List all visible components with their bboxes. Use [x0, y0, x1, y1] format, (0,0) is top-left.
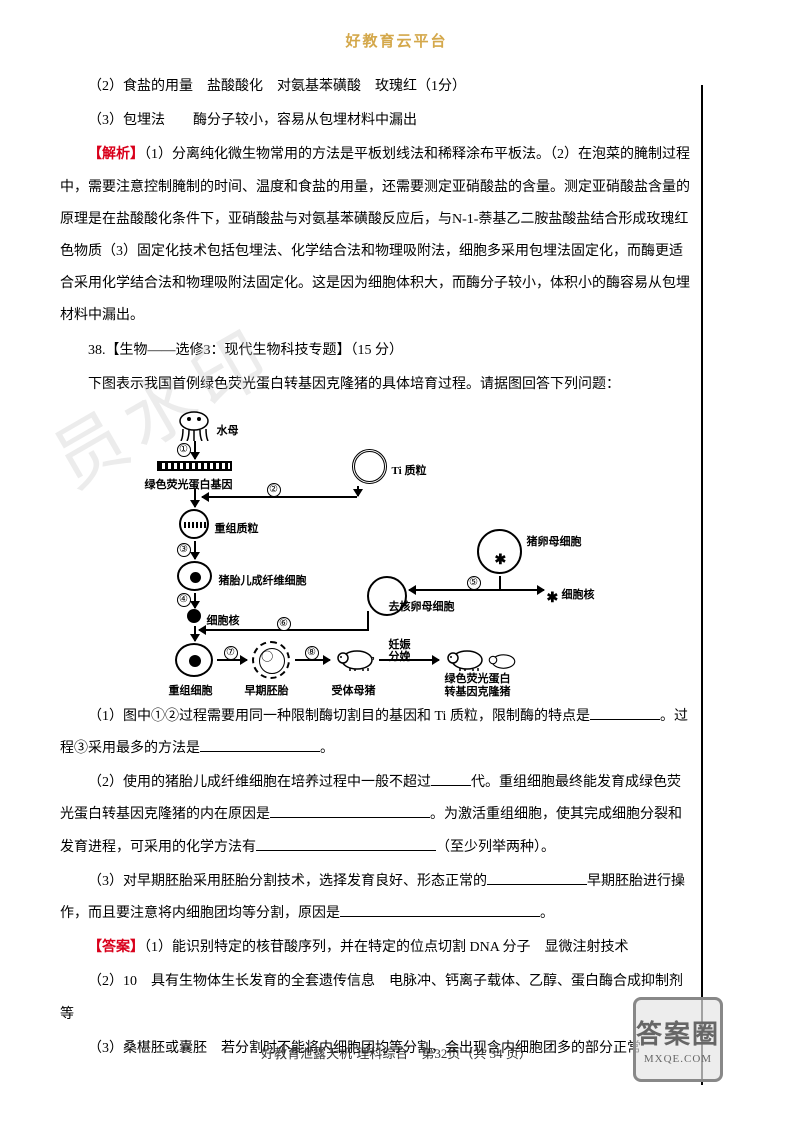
egg-mother-icon: ✱	[477, 529, 522, 574]
enucleated-label: 去核卵母细胞	[389, 601, 455, 614]
arrow-5b	[409, 589, 499, 591]
recomb-cell-label: 重组细胞	[169, 679, 213, 704]
cell-nucleus-x: ✱	[547, 583, 559, 615]
blank-6	[487, 884, 587, 885]
nucleus-icon	[187, 609, 201, 623]
step-8: ⑧	[305, 646, 319, 660]
explain-text: （1）分离纯化微生物常用的方法是平板划线法和稀释涂布平板法。（2）在泡菜的腌制过…	[60, 147, 690, 323]
q38-1: （1）图中①②过程需要用同一种限制酶切割目的基因和 Ti 质粒，限制酶的特点是。…	[60, 701, 693, 765]
cell-nucleus-label: 细胞核	[562, 583, 595, 608]
early-embryo-label: 早期胚胎	[245, 679, 289, 704]
q38-title: 38.【生物——选修3：现代生物科技专题】（15 分）	[60, 335, 693, 367]
arrow-1	[194, 441, 196, 459]
blank-7	[340, 916, 540, 917]
arrow-6v	[367, 611, 369, 631]
q38-3c: 。	[540, 906, 554, 921]
header-title: 好教育云平台	[60, 30, 733, 51]
jellyfish-icon	[177, 411, 212, 441]
step-3: ③	[177, 543, 191, 557]
step-4: ④	[177, 593, 191, 607]
recomb-cell-icon	[175, 643, 213, 677]
q38-1-text: （1）图中①②过程需要用同一种限制酶切割目的基因和 Ti 质粒，限制酶的特点是	[88, 709, 590, 724]
arrow-2	[194, 489, 196, 507]
gene-icon	[157, 461, 232, 471]
arrow-5c	[499, 589, 544, 591]
fibroblast-icon	[177, 561, 212, 591]
content-area: （2）食盐的用量 盐酸酸化 对氨基苯磺酸 玫瑰红（1分） （3）包埋法 酶分子较…	[60, 71, 733, 1065]
pregnancy-label: 妊娠分娩	[389, 639, 411, 663]
explain-label: 【解析】	[88, 147, 144, 162]
recomb-plasmid-label: 重组质粒	[215, 517, 259, 542]
surrogate-pig-icon	[335, 646, 375, 671]
blank-2	[200, 751, 320, 752]
badge-row1: 答案圈	[636, 1014, 720, 1051]
step-2: ②	[267, 483, 281, 497]
blank-3	[431, 785, 471, 786]
q38-intro: 下图表示我国首例绿色荧光蛋白转基因克隆猪的具体培育过程。请据图回答下列问题：	[60, 369, 693, 401]
gene-label: 绿色荧光蛋白基因	[145, 473, 233, 498]
page-container: 好教育云平台 员水印 （2）食盐的用量 盐酸酸化 对氨基苯磺酸 玫瑰红（1分） …	[60, 30, 733, 1092]
arrow-2h	[202, 496, 357, 498]
blank-5	[256, 850, 436, 851]
arrow-3	[194, 541, 196, 559]
answer-2: （2）10 具有生物体生长发育的全套遗传信息 电脉冲、钙离子载体、乙醇、蛋白酶合…	[60, 966, 693, 1030]
diagram-container: 水母 ① 绿色荧光蛋白基因 Ti 质粒 ②	[60, 411, 693, 691]
answer-1: 【答案】（1）能识别特定的核苷酸序列，并在特定的位点切割 DNA 分子 显微注射…	[60, 932, 693, 964]
badge-row2: MXQE.COM	[644, 1053, 712, 1065]
jellyfish-label: 水母	[217, 419, 239, 444]
step-5: ⑤	[467, 576, 481, 590]
clone-pig-icon-1	[445, 646, 485, 671]
recomb-plasmid-icon	[179, 509, 209, 539]
step-1: ①	[177, 443, 191, 457]
clone-pig-label: 绿色荧光蛋白转基因克隆猪	[445, 673, 511, 699]
answer-label: 【答案】	[88, 940, 144, 955]
egg-mother-label: 猪卵母细胞	[527, 536, 582, 549]
explain-paragraph: 【解析】（1）分离纯化微生物常用的方法是平板划线法和稀释涂布平板法。（2）在泡菜…	[60, 139, 693, 332]
line-2: （2）食盐的用量 盐酸酸化 对氨基苯磺酸 玫瑰红（1分）	[60, 71, 693, 103]
step-6: ⑥	[277, 617, 291, 631]
ti-plasmid-icon	[352, 449, 387, 484]
arrow-2v	[357, 486, 359, 496]
q38-1c: 。	[320, 741, 334, 756]
step-7: ⑦	[224, 646, 238, 660]
diagram: 水母 ① 绿色荧光蛋白基因 Ti 质粒 ②	[127, 411, 627, 691]
ans1-text: （1）能识别特定的核苷酸序列，并在特定的位点切割 DNA 分子 显微注射技术	[144, 940, 629, 955]
q38-2a: （2）使用的猪胎儿成纤维细胞在培养过程中一般不超过	[88, 775, 431, 790]
early-embryo-icon	[252, 641, 290, 679]
right-border	[701, 85, 703, 1085]
arrow-6	[194, 626, 196, 641]
blank-1	[590, 719, 660, 720]
q38-2: （2）使用的猪胎儿成纤维细胞在培养过程中一般不超过代。重组细胞最终能发育成绿色荧…	[60, 767, 693, 864]
fibroblast-label: 猪胎儿成纤维细胞	[219, 569, 307, 594]
corner-badge: 答案圈 MXQE.COM	[633, 997, 723, 1082]
surrogate-label: 受体母猪	[332, 679, 376, 704]
line-3: （3）包埋法 酶分子较小，容易从包埋材料中漏出	[60, 105, 693, 137]
clone-pig-icon-2	[487, 651, 517, 669]
blank-4	[270, 817, 430, 818]
q38-2d: （至少列举两种）。	[436, 840, 555, 855]
q38-3a: （3）对早期胚胎采用胚胎分割技术，选择发育良好、形态正常的	[88, 874, 487, 889]
ti-plasmid-label: Ti 质粒	[392, 459, 427, 484]
q38-3: （3）对早期胚胎采用胚胎分割技术，选择发育良好、形态正常的早期胚胎进行操作，而且…	[60, 866, 693, 930]
arrow-4	[194, 593, 196, 608]
